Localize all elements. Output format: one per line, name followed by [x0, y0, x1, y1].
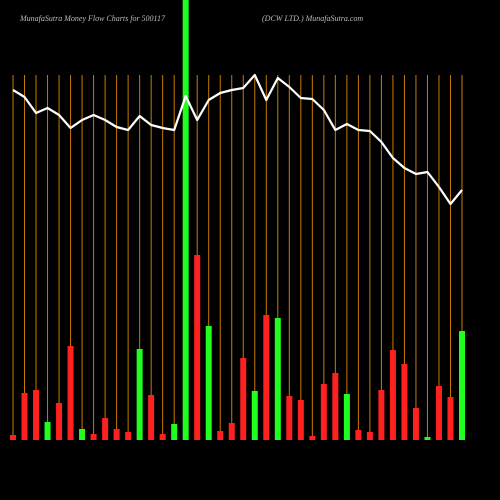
bar	[113, 429, 120, 440]
bar	[435, 386, 442, 440]
bar	[136, 349, 143, 440]
bar	[159, 434, 166, 440]
bar	[366, 432, 373, 440]
price-line	[12, 73, 463, 206]
bar	[148, 395, 155, 440]
bar	[263, 315, 270, 440]
bar	[240, 358, 247, 440]
bar	[33, 390, 40, 440]
bar	[412, 408, 419, 440]
bar	[297, 400, 304, 440]
chart-title: MunafaSutra Money Flow Charts for 500117	[19, 14, 166, 23]
chart-subtitle: (DCW LTD.) MunafaSutra.com	[262, 14, 363, 23]
bar	[378, 390, 385, 440]
bar	[44, 422, 51, 440]
bar	[21, 393, 28, 440]
bar	[389, 350, 396, 440]
bar	[459, 331, 465, 440]
bar	[320, 384, 327, 440]
bar	[205, 326, 212, 440]
bar	[125, 432, 132, 440]
bar	[56, 403, 63, 440]
bar	[401, 364, 408, 440]
bar	[286, 396, 293, 440]
bar	[274, 318, 281, 440]
bar	[343, 394, 350, 440]
bar	[67, 346, 74, 440]
bar	[194, 255, 201, 440]
bar	[182, 0, 189, 440]
bar	[355, 430, 362, 440]
bar	[228, 423, 235, 440]
bar	[90, 434, 97, 440]
bar	[251, 391, 258, 440]
bar	[447, 397, 454, 440]
bar	[309, 436, 316, 440]
bar	[79, 429, 86, 440]
bar	[102, 418, 109, 440]
bar	[424, 437, 431, 440]
bar	[10, 435, 16, 440]
bar	[332, 373, 339, 440]
bar	[171, 424, 178, 440]
bar	[217, 431, 224, 440]
